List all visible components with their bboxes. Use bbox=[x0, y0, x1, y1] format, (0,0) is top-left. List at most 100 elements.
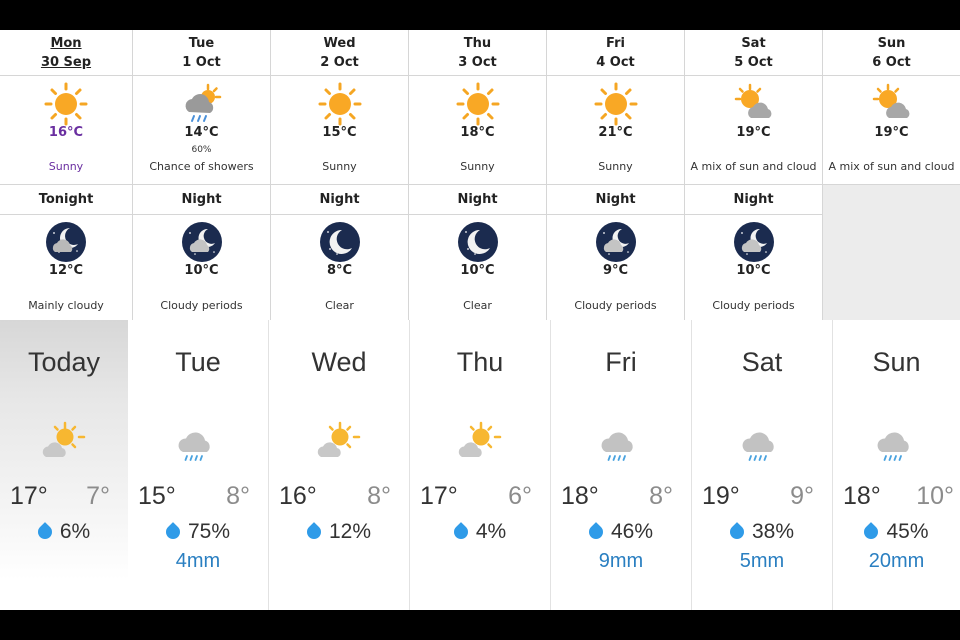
night-condition: Mainly cloudy bbox=[28, 299, 104, 312]
sun-cloud-icon bbox=[872, 83, 909, 118]
precipitation-chance: 12% bbox=[269, 520, 409, 544]
night-forecast-cell: 12°C Mainly cloudy bbox=[0, 215, 133, 320]
moon-cloud-icon bbox=[595, 222, 636, 262]
night-header: Night bbox=[547, 185, 685, 215]
partly-sunny-icon bbox=[317, 421, 361, 457]
forecast-day[interactable]: Sat 19° 9° 38% 5mm bbox=[691, 320, 832, 610]
rain-amount: 4mm bbox=[175, 550, 221, 572]
day-name: Sat bbox=[741, 36, 766, 51]
rain-amount: 5mm bbox=[739, 550, 785, 572]
day-temperature: 19°C bbox=[736, 125, 771, 140]
sun-icon bbox=[44, 82, 88, 126]
low-temperature: 8° bbox=[367, 482, 391, 510]
bottom-black-bar bbox=[0, 610, 960, 640]
precipitation-chance: 46% bbox=[551, 520, 691, 544]
night-header: Tonight bbox=[0, 185, 133, 215]
low-temperature: 8° bbox=[226, 482, 250, 510]
low-temperature: 9° bbox=[790, 482, 814, 510]
night-forecast-cell: 10°C Cloudy periods bbox=[133, 215, 271, 320]
moon-cloud-icon bbox=[181, 222, 222, 262]
day-name: Sun bbox=[877, 36, 906, 51]
daily-forecast-strip: Today 17° 7° 6% Tue 15° 8° 75% 4mm Wed 1… bbox=[0, 320, 960, 610]
night-condition: Cloudy periods bbox=[712, 299, 795, 312]
day-forecast-cell: 19°C A mix of sun and cloud bbox=[685, 76, 823, 185]
day-header[interactable]: Sun 6 Oct bbox=[823, 30, 960, 76]
rain-cloud-icon bbox=[601, 432, 633, 461]
day-forecast-cell: 18°C Sunny bbox=[409, 76, 547, 185]
precipitation-chance-value: 46% bbox=[610, 520, 654, 543]
raindrop-icon bbox=[450, 522, 471, 542]
low-temperature: 7° bbox=[86, 482, 110, 510]
moon-clear-icon bbox=[319, 222, 360, 262]
day-temperature: 21°C bbox=[598, 125, 633, 140]
day-temperature: 15°C bbox=[322, 125, 357, 140]
precipitation-chance: 4% bbox=[410, 520, 550, 544]
precipitation-chance: 45% bbox=[833, 520, 960, 544]
forecast-day[interactable]: Fri 18° 8° 46% 9mm bbox=[550, 320, 691, 610]
day-header[interactable]: Thu 3 Oct bbox=[409, 30, 547, 76]
night-temperature: 12°C bbox=[48, 263, 84, 278]
sun-cloud-icon bbox=[734, 83, 771, 118]
day-name: Sun bbox=[872, 347, 921, 377]
rain-cloud-icon bbox=[877, 432, 909, 461]
day-header[interactable]: Sat 5 Oct bbox=[685, 30, 823, 76]
forecast-day[interactable]: Sun 18° 10° 45% 20mm bbox=[832, 320, 960, 610]
high-temperature: 17° bbox=[10, 482, 48, 510]
night-condition: Clear bbox=[325, 299, 354, 312]
rain-amount: 9mm bbox=[598, 550, 644, 572]
sun-icon bbox=[594, 82, 637, 126]
raindrop-icon bbox=[304, 522, 324, 542]
day-header[interactable]: Fri 4 Oct bbox=[547, 30, 685, 76]
high-temperature: 17° bbox=[420, 482, 458, 510]
day-condition: Chance of showers bbox=[149, 160, 254, 173]
night-condition: Cloudy periods bbox=[574, 299, 657, 312]
high-temperature: 18° bbox=[843, 482, 881, 510]
day-date: 6 Oct bbox=[872, 55, 911, 70]
day-condition: Sunny bbox=[322, 160, 357, 173]
precipitation-chance-value: 38% bbox=[751, 520, 795, 543]
day-forecast-cell: 19°C A mix of sun and cloud bbox=[823, 76, 960, 185]
day-temperature: 14°C bbox=[184, 125, 219, 140]
night-forecast-cell: 10°C Cloudy periods bbox=[685, 215, 823, 320]
day-temperature: 19°C bbox=[874, 125, 909, 140]
raindrop-icon bbox=[163, 522, 183, 542]
raindrop-icon bbox=[861, 522, 882, 542]
precipitation-chance: 6% bbox=[0, 520, 128, 544]
day-date: 3 Oct bbox=[458, 55, 497, 70]
day-date: 1 Oct bbox=[182, 55, 221, 70]
night-temperature: 9°C bbox=[602, 263, 629, 278]
forecast-day[interactable]: Thu 17° 6° 4% bbox=[409, 320, 550, 610]
moon-cloud-icon bbox=[733, 222, 774, 262]
high-temperature: 19° bbox=[702, 482, 740, 510]
low-temperature: 8° bbox=[649, 482, 673, 510]
rain-cloud-icon bbox=[178, 432, 210, 461]
day-forecast-cell: 14°C 60% Chance of showers bbox=[133, 76, 271, 185]
high-temperature: 15° bbox=[138, 482, 176, 510]
forecast-day[interactable]: Tue 15° 8° 75% 4mm bbox=[128, 320, 268, 610]
precipitation-probability: 60% bbox=[191, 145, 212, 155]
night-temperature: 10°C bbox=[460, 263, 495, 278]
day-header-today[interactable]: Mon 30 Sep bbox=[0, 30, 133, 76]
day-name: Fri bbox=[606, 36, 625, 51]
day-name: Fri bbox=[605, 347, 637, 377]
day-forecast-cell: 15°C Sunny bbox=[271, 76, 409, 185]
day-temperature: 16°C bbox=[48, 125, 84, 140]
forecast-day-today[interactable]: Today 17° 7° 6% bbox=[0, 320, 128, 610]
sun-icon bbox=[318, 82, 361, 126]
day-header[interactable]: Wed 2 Oct bbox=[271, 30, 409, 76]
night-forecast-cell: 10°C Clear bbox=[409, 215, 547, 320]
day-name: Tue bbox=[175, 347, 221, 377]
forecast-day[interactable]: Wed 16° 8° 12% bbox=[268, 320, 409, 610]
day-date: 2 Oct bbox=[320, 55, 359, 70]
day-date: 5 Oct bbox=[734, 55, 773, 70]
low-temperature: 6° bbox=[508, 482, 532, 510]
night-header: Night bbox=[133, 185, 271, 215]
day-header[interactable]: Tue 1 Oct bbox=[133, 30, 271, 76]
night-forecast-cell: 8°C Clear bbox=[271, 215, 409, 320]
precipitation-chance: 38% bbox=[692, 520, 832, 544]
sun-cloud-showers-icon bbox=[185, 83, 221, 122]
high-temperature: 16° bbox=[279, 482, 317, 510]
sun-icon bbox=[456, 82, 499, 126]
moon-clear-icon bbox=[457, 222, 498, 262]
raindrop-icon bbox=[586, 522, 606, 542]
